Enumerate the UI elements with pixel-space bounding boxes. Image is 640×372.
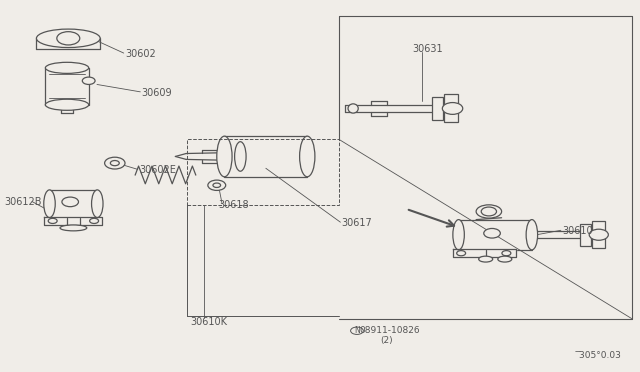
Ellipse shape: [213, 183, 221, 187]
Ellipse shape: [453, 219, 465, 250]
Text: 30602: 30602: [125, 49, 156, 59]
Ellipse shape: [526, 219, 538, 250]
Ellipse shape: [476, 205, 502, 218]
Text: 30612B: 30612B: [4, 197, 42, 207]
Circle shape: [62, 197, 79, 207]
Text: ̅305°0.03: ̅305°0.03: [580, 350, 622, 360]
Bar: [580, 224, 591, 246]
Ellipse shape: [479, 256, 493, 262]
Bar: [444, 94, 458, 122]
Ellipse shape: [300, 136, 315, 177]
Ellipse shape: [36, 29, 100, 48]
Circle shape: [484, 228, 500, 238]
Circle shape: [589, 229, 609, 240]
Text: 30602E: 30602E: [139, 165, 176, 175]
Text: 08911-10826: 08911-10826: [360, 326, 420, 335]
Ellipse shape: [208, 180, 226, 190]
Text: (2): (2): [381, 336, 393, 345]
Circle shape: [502, 251, 511, 256]
Text: N: N: [354, 326, 360, 335]
Circle shape: [83, 77, 95, 84]
Ellipse shape: [217, 136, 232, 177]
Ellipse shape: [60, 225, 87, 231]
Ellipse shape: [45, 99, 89, 110]
Text: 30617: 30617: [342, 218, 372, 228]
Ellipse shape: [45, 62, 89, 73]
Ellipse shape: [498, 256, 512, 262]
Text: 30618: 30618: [218, 200, 249, 210]
Text: 30609: 30609: [141, 87, 172, 97]
Polygon shape: [44, 217, 102, 225]
Circle shape: [481, 207, 497, 216]
Text: 30610: 30610: [562, 226, 593, 236]
Bar: [188, 140, 339, 205]
Circle shape: [457, 251, 466, 256]
Ellipse shape: [44, 190, 55, 218]
Circle shape: [48, 218, 57, 224]
Circle shape: [57, 32, 80, 45]
Ellipse shape: [110, 161, 119, 166]
Ellipse shape: [348, 104, 358, 113]
Text: 30631: 30631: [412, 44, 443, 54]
Ellipse shape: [92, 190, 103, 218]
Ellipse shape: [235, 142, 246, 171]
Text: 30610K: 30610K: [190, 317, 227, 327]
Polygon shape: [454, 249, 516, 257]
Bar: [431, 97, 443, 119]
Circle shape: [90, 218, 99, 224]
Circle shape: [442, 103, 463, 114]
Bar: [593, 221, 605, 248]
Ellipse shape: [104, 157, 125, 169]
